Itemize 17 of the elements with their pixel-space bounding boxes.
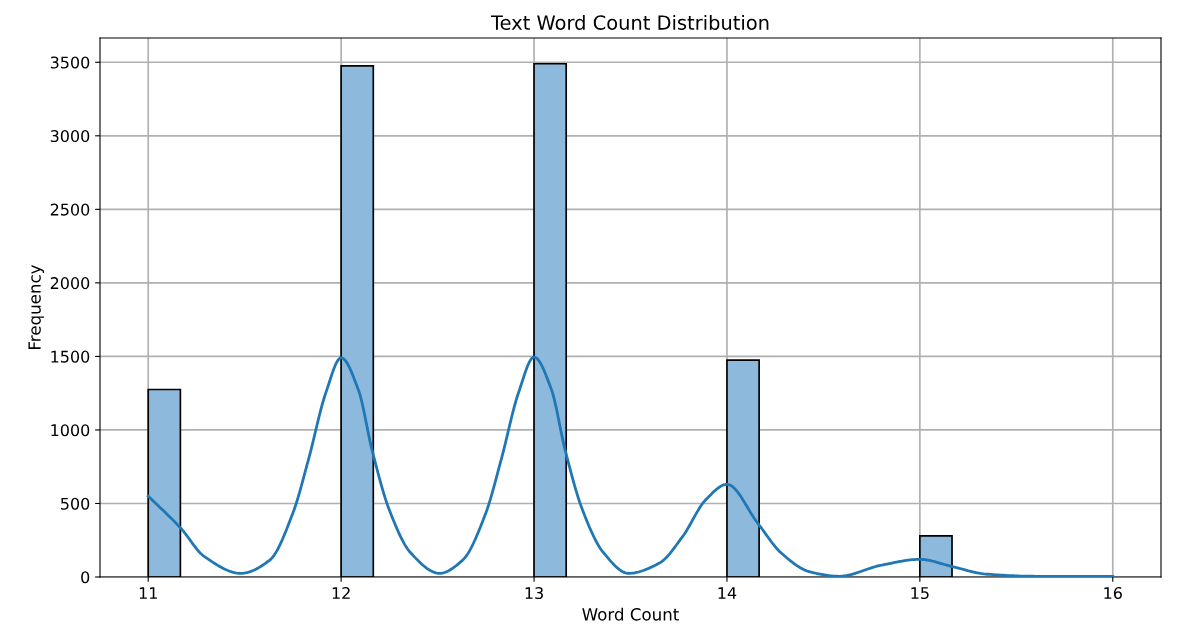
y-tick-label: 0	[81, 571, 90, 584]
x-tick-label: 14	[718, 587, 737, 599]
y-tick-label: 2500	[50, 203, 90, 216]
x-axis-title: Word Count	[582, 607, 679, 621]
y-tick-label: 3000	[50, 130, 90, 143]
chart-title: Text Word Count Distribution	[490, 14, 769, 30]
x-tick-label: 12	[332, 587, 350, 599]
y-tick-label: 3500	[50, 56, 90, 69]
y-axis-title: Frequency	[28, 264, 45, 349]
x-tick-label: 16	[1104, 587, 1122, 600]
y-tick-label: 1500	[51, 350, 90, 363]
x-tick-label: 15	[911, 587, 929, 600]
x-tick-label: 13	[525, 587, 543, 600]
y-tick-label: 1000	[51, 424, 90, 437]
x-tick-label: 11	[139, 587, 157, 599]
y-tick-label: 500	[61, 497, 90, 510]
y-tick-label: 2000	[50, 277, 90, 290]
